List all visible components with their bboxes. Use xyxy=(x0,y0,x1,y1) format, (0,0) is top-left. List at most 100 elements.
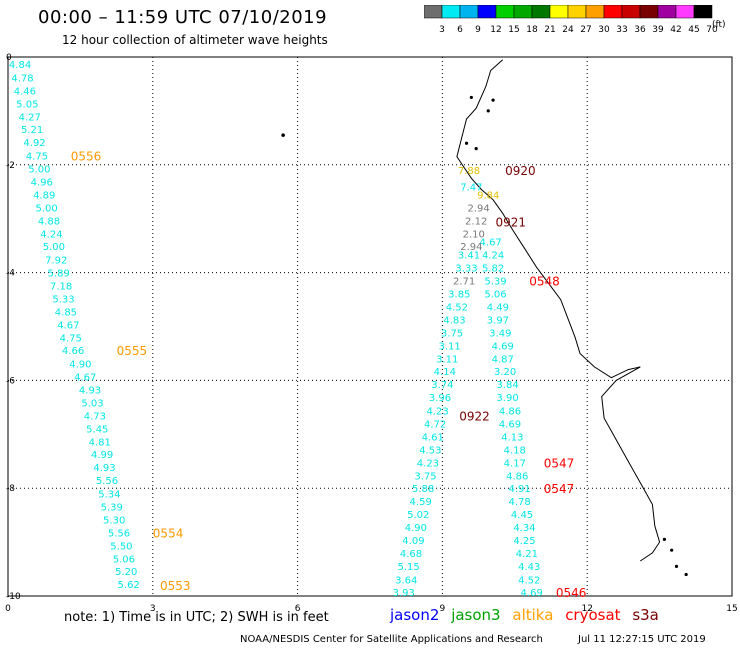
swh-value: 3.74 xyxy=(431,380,453,391)
y-tick-label: -8 xyxy=(6,484,15,494)
swh-value: 4.90 xyxy=(405,523,427,534)
swh-value: 2.12 xyxy=(465,216,487,227)
swh-value: 3.11 xyxy=(436,354,458,365)
swh-value: 5.82 xyxy=(482,264,504,275)
colorbar-label: 15 xyxy=(508,25,519,35)
pass-time-label: 0547 xyxy=(544,482,575,496)
swh-value: 5.06 xyxy=(484,290,506,301)
swh-value: 5.00 xyxy=(28,165,50,176)
pass-time-label: 0546 xyxy=(556,586,587,600)
swh-value: 5.06 xyxy=(113,554,135,565)
island-dot xyxy=(486,109,490,113)
island-dot xyxy=(674,564,679,568)
colorbar-label: 6 xyxy=(457,25,463,35)
swh-value: 4.85 xyxy=(55,307,77,318)
swh-value: 4.78 xyxy=(11,73,33,84)
swh-value: 3.97 xyxy=(487,315,509,326)
footer-credit: NOAA/NESDIS Center for Satellite Applica… xyxy=(240,634,543,645)
swh-value: 5.15 xyxy=(397,562,419,573)
colorbar-label: 30 xyxy=(598,25,610,35)
colorbar-label: 39 xyxy=(652,25,664,35)
island-dot xyxy=(670,548,674,552)
x-tick-label: 12 xyxy=(581,604,592,614)
swh-value: 5.05 xyxy=(16,99,38,110)
swh-value: 4.52 xyxy=(518,575,540,586)
swh-value: 4.69 xyxy=(521,588,543,599)
swh-value: 5.56 xyxy=(96,476,118,487)
swh-value: 5.39 xyxy=(101,503,123,514)
swh-value: 9.84 xyxy=(477,190,499,201)
page-subtitle: 12 hour collection of altimeter wave hei… xyxy=(62,33,328,47)
swh-value: 4.43 xyxy=(518,562,540,573)
legend-jason2: jason2 xyxy=(390,606,440,624)
swh-value: 4.61 xyxy=(422,432,444,443)
swh-value: 4.89 xyxy=(33,190,55,201)
legend-jason3: jason3 xyxy=(451,606,501,624)
swh-value: 4.59 xyxy=(410,497,432,508)
swh-value: 2.94 xyxy=(460,242,482,253)
swh-value: 4.92 xyxy=(23,138,45,149)
island-marker xyxy=(281,133,285,137)
swh-value: 4.86 xyxy=(499,407,521,418)
swh-value: 3.49 xyxy=(489,328,511,339)
swh-value: 4.86 xyxy=(506,471,528,482)
swh-value: 4.27 xyxy=(19,112,41,123)
swh-value: 3.75 xyxy=(441,328,463,339)
legend-altika: altika xyxy=(512,606,554,624)
swh-value: 4.75 xyxy=(26,152,48,163)
x-tick-label: 0 xyxy=(5,604,11,614)
colorbar-label: 21 xyxy=(544,25,555,35)
island-dot xyxy=(474,147,478,151)
legend-s3a: s3a xyxy=(632,606,659,624)
swh-value: 7.88 xyxy=(458,166,480,177)
swh-value: 7.92 xyxy=(45,256,67,267)
colorbar-label: 24 xyxy=(562,25,574,35)
pass-time-label: 0548 xyxy=(529,275,560,289)
legend-cryosat: cryosat xyxy=(565,606,621,624)
swh-value: 4.24 xyxy=(40,229,62,240)
footer-timestamp: Jul 11 12:27:15 UTC 2019 xyxy=(578,634,706,645)
swh-value: 4.13 xyxy=(501,432,523,443)
colorbar-label: 9 xyxy=(475,25,481,35)
swh-value: 4.75 xyxy=(60,333,82,344)
swh-value: 5.50 xyxy=(110,541,132,552)
swh-value: 4.21 xyxy=(516,549,538,560)
swh-value: 3.90 xyxy=(496,393,518,404)
swh-value: 4.17 xyxy=(504,458,526,469)
swh-value: 2.10 xyxy=(463,229,485,240)
swh-value: 4.46 xyxy=(14,86,36,97)
swh-value: 3.41 xyxy=(458,250,480,261)
pass-time-label: 0922 xyxy=(459,409,490,423)
island-dot xyxy=(464,141,469,145)
satellite-legend: jason2 jason3 altika cryosat s3a xyxy=(390,606,666,624)
swh-value: 5.21 xyxy=(21,125,43,136)
swh-value: 5.39 xyxy=(484,277,506,288)
colorbar-label: 33 xyxy=(616,25,627,35)
swh-value: 4.14 xyxy=(434,367,456,378)
x-tick-label: 9 xyxy=(440,604,446,614)
swh-value: 5.20 xyxy=(115,567,137,578)
swh-value: 4.90 xyxy=(69,360,91,371)
pass-time-label: 0556 xyxy=(71,150,102,164)
y-tick-label: 0 xyxy=(6,53,12,63)
swh-value: 4.67 xyxy=(74,373,96,384)
swh-value: 4.69 xyxy=(492,341,514,352)
colorbar-label: 12 xyxy=(490,25,501,35)
swh-value: 4.49 xyxy=(487,303,509,314)
pass-time-label: 0554 xyxy=(153,526,184,540)
swh-value: 4.67 xyxy=(57,320,79,331)
swh-value: 4.24 xyxy=(482,250,504,261)
swh-value: 3.96 xyxy=(429,393,451,404)
swh-value: 4.83 xyxy=(443,315,465,326)
swh-value: 5.56 xyxy=(108,528,130,539)
swh-value: 4.93 xyxy=(79,386,101,397)
swh-value: 2.71 xyxy=(453,277,475,288)
swh-value: 4.87 xyxy=(492,354,514,365)
x-tick-label: 15 xyxy=(726,604,737,614)
swh-value: 4.69 xyxy=(499,420,521,431)
pass-time-label: 0920 xyxy=(505,164,536,178)
y-tick-label: -2 xyxy=(6,161,15,171)
swh-value: 4.09 xyxy=(402,536,424,547)
swh-value: 4.93 xyxy=(93,463,115,474)
swh-value: 4.99 xyxy=(91,450,113,461)
